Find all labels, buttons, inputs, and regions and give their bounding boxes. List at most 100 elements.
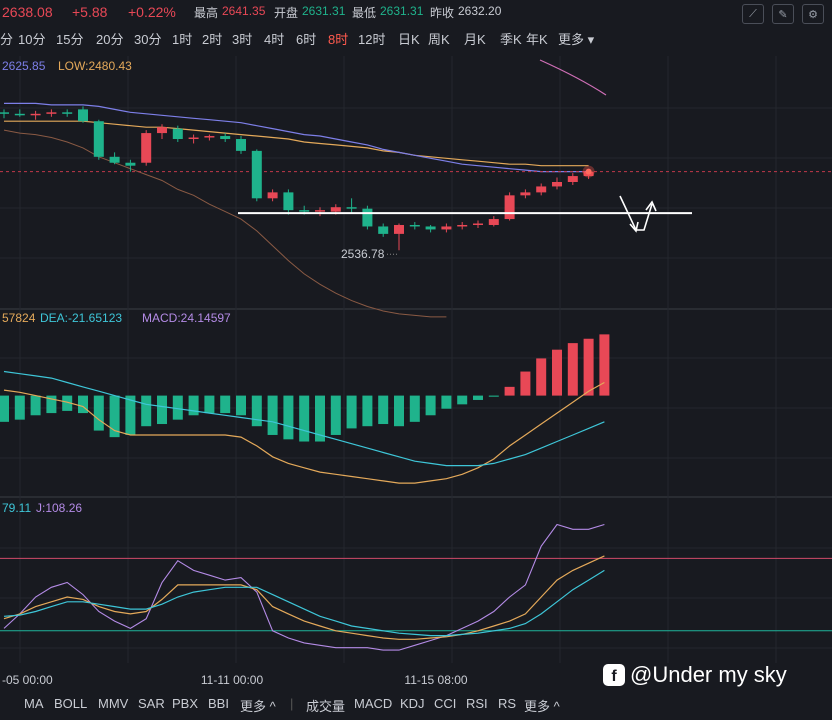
- sub-indicator-tab[interactable]: CCI: [434, 696, 457, 711]
- timeframe-tab[interactable]: 20分: [96, 32, 124, 47]
- candle-body[interactable]: [504, 195, 515, 220]
- candle-body[interactable]: [283, 192, 294, 211]
- macd-bar: [141, 395, 152, 427]
- macd-bar: [188, 395, 199, 416]
- sub-indicator-tab[interactable]: 成交量: [306, 699, 346, 714]
- pen-icon[interactable]: ✎: [772, 4, 794, 24]
- main-indicator-tab[interactable]: SAR: [138, 696, 165, 711]
- timeframe-tab[interactable]: 月K: [464, 32, 486, 47]
- kdj-j-legend: J:108.26: [36, 501, 82, 515]
- timeframe-tab[interactable]: 1时: [172, 32, 193, 47]
- main-indicator-tab[interactable]: MMV: [98, 696, 129, 711]
- high-value: 2641.35: [222, 4, 266, 18]
- sub-indicator-tab[interactable]: MACD: [354, 696, 393, 711]
- candle-body[interactable]: [46, 112, 57, 114]
- main-indicator-tab[interactable]: 更多 ^: [240, 699, 276, 714]
- timeframe-tab[interactable]: 12时: [358, 32, 386, 47]
- timeframe-bar: 分 10分 15分 20分 30分 1时 2时 3时 4时 6时 8时 12时 日K 周K 月K 季K 年K 更多…: [0, 26, 832, 48]
- candle-body[interactable]: [251, 150, 262, 199]
- candle-body[interactable]: [425, 226, 436, 230]
- candle-body[interactable]: [552, 182, 562, 187]
- candle-body[interactable]: [315, 210, 325, 212]
- candle-body[interactable]: [93, 121, 104, 157]
- timeframe-tab[interactable]: 30分: [134, 32, 162, 47]
- boll-lower-line: [3, 129, 447, 318]
- macd-bar: [204, 395, 215, 414]
- candle-body[interactable]: [62, 112, 73, 114]
- candle-body[interactable]: [125, 162, 136, 166]
- kdj-d-legend: 79.11: [2, 501, 31, 515]
- macd-bar: [157, 395, 167, 425]
- candle-body[interactable]: [473, 223, 483, 225]
- sub-indicator-tab[interactable]: RS: [498, 696, 517, 711]
- ma-legend-value: 2625.85: [2, 59, 46, 73]
- candle-body[interactable]: [536, 186, 547, 193]
- main-indicator-tab[interactable]: MA: [24, 696, 44, 711]
- arrow-head-up: [645, 200, 657, 212]
- macd-bar: [330, 395, 341, 435]
- timeframe-tab[interactable]: 季K: [500, 32, 522, 47]
- candle-body[interactable]: [109, 156, 120, 163]
- timeframe-tab[interactable]: 15分: [56, 32, 84, 47]
- candle-body[interactable]: [157, 127, 167, 134]
- macd-value-legend: MACD:24.14597: [142, 311, 231, 325]
- macd-bar: [378, 395, 389, 425]
- quote-header: 2638.08 +5.88 +0.22% 最高 2641.35 开盘 2631.…: [0, 0, 832, 26]
- settings-icon[interactable]: ⚙: [802, 4, 824, 24]
- candle-body[interactable]: [441, 226, 452, 230]
- macd-bar: [30, 395, 41, 416]
- timeframe-tab[interactable]: 2时: [202, 32, 223, 47]
- candle-body[interactable]: [236, 139, 246, 151]
- macd-bar: [46, 395, 57, 414]
- candle-body[interactable]: [567, 176, 578, 182]
- x-axis-label: -05 00:00: [2, 673, 53, 687]
- main-indicator-tab[interactable]: BBI: [208, 696, 229, 711]
- candle-body[interactable]: [299, 210, 310, 212]
- candle-body[interactable]: [362, 208, 373, 227]
- candle-body[interactable]: [141, 133, 152, 163]
- timeframe-tab[interactable]: 分: [0, 32, 14, 47]
- facebook-icon: [603, 664, 625, 686]
- timeframe-tab[interactable]: 3时: [232, 32, 253, 47]
- sub-indicator-tab[interactable]: 更多 ^: [524, 699, 560, 714]
- candle-body[interactable]: [378, 226, 389, 234]
- sub-indicator-tab[interactable]: RSI: [466, 696, 488, 711]
- timeframe-tab[interactable]: 周K: [428, 32, 450, 47]
- line-draw-icon[interactable]: ⟋: [742, 4, 764, 24]
- timeframe-tab[interactable]: 日K: [398, 32, 420, 47]
- macd-bar: [109, 395, 120, 438]
- timeframe-tab[interactable]: 10分: [18, 32, 46, 47]
- candle-body[interactable]: [220, 136, 231, 140]
- candle-body[interactable]: [172, 128, 183, 140]
- main-indicator-tab[interactable]: PBX: [172, 696, 199, 711]
- main-indicator-tab[interactable]: BOLL: [54, 696, 88, 711]
- candle-body[interactable]: [488, 219, 499, 225]
- candle-body[interactable]: [78, 109, 88, 122]
- timeframe-tab[interactable]: 更多 ▾: [558, 32, 595, 47]
- candle-body[interactable]: [188, 137, 199, 140]
- timeframe-tab[interactable]: 8时: [328, 32, 349, 47]
- candle-body[interactable]: [457, 224, 468, 227]
- candle-body[interactable]: [346, 207, 357, 209]
- timeframe-tab[interactable]: 年K: [526, 32, 548, 47]
- macd-bar: [488, 395, 499, 397]
- macd-bar: [78, 395, 88, 414]
- timeframe-tab[interactable]: 6时: [296, 32, 317, 47]
- low-legend: LOW:2480.43: [58, 59, 132, 73]
- candle-body[interactable]: [330, 207, 341, 212]
- candle-body[interactable]: [394, 224, 404, 234]
- candle-body[interactable]: [204, 136, 215, 138]
- candle-body[interactable]: [30, 113, 41, 116]
- candle-body[interactable]: [520, 192, 531, 196]
- indicator-bar: MA BOLL MMV SAR PBX BBI 更多 ^ 成交量 MACD KDJ CCI RSI RS…: [0, 692, 832, 720]
- candle-body[interactable]: [0, 112, 9, 114]
- macd-bar: [473, 395, 483, 400]
- price-chart[interactable]: 2536.78 2625.85 LOW:2480.43 57824 DEA:-21.6…: [0, 48, 832, 692]
- timeframe-tab[interactable]: 4时: [264, 32, 285, 47]
- candle-body[interactable]: [409, 224, 420, 227]
- kdj-j-line: [3, 523, 605, 651]
- candle-body[interactable]: [14, 113, 25, 116]
- sub-indicator-tab[interactable]: KDJ: [400, 696, 425, 711]
- candle-body[interactable]: [267, 192, 278, 199]
- macd-bar: [14, 395, 25, 420]
